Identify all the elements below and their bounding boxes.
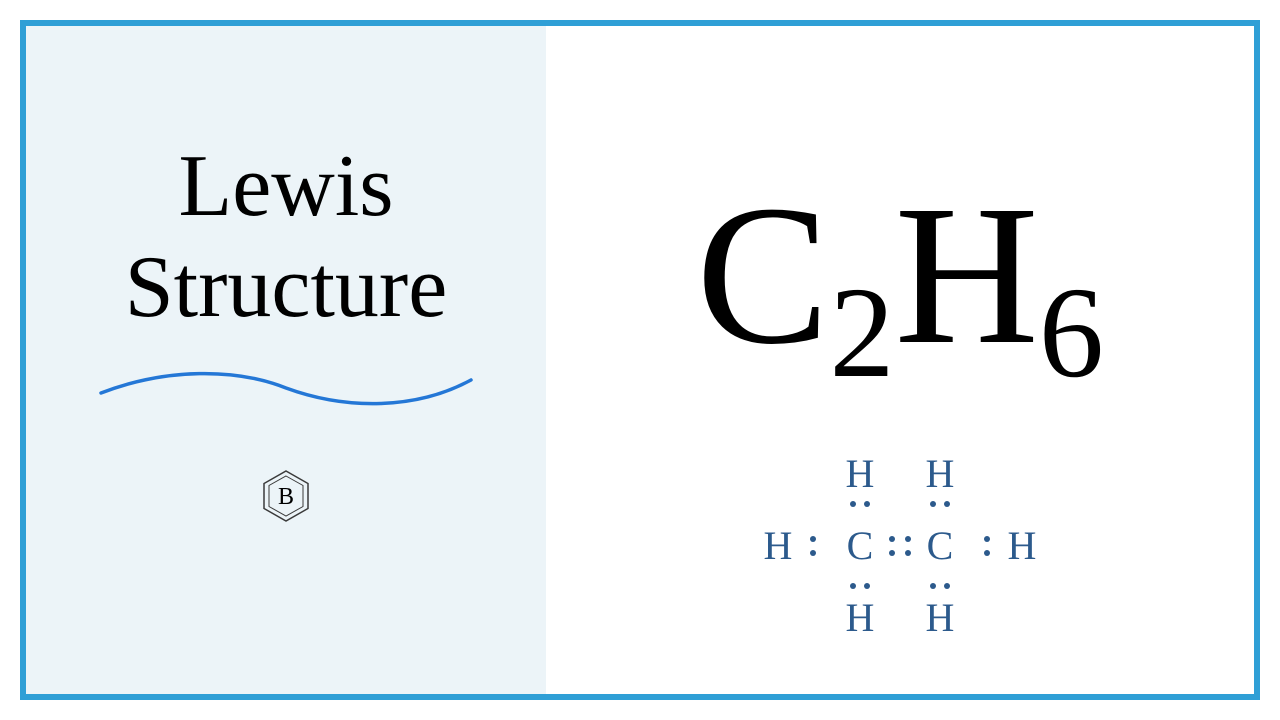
logo-hexagon-icon: B [258,468,314,524]
lewis-electron-dot [810,536,816,542]
formula-subscript-2: 2 [829,261,894,405]
lewis-atom: H [926,598,955,638]
lewis-electron-dot [864,501,870,507]
lewis-atom: C [847,526,874,566]
lewis-electron-dot [944,583,950,589]
lewis-electron-dot [850,501,856,507]
lewis-electron-dot [984,536,990,542]
lewis-dot-structure: CCHHHHHH [740,436,1060,656]
lewis-electron-dot [889,550,895,556]
lewis-electron-dot [944,501,950,507]
lewis-atom: H [846,598,875,638]
lewis-electron-dot [810,550,816,556]
svg-text:B: B [278,484,294,510]
lewis-atom: H [926,454,955,494]
lewis-electron-dot [864,583,870,589]
title-line-2: Structure [125,237,448,338]
lewis-electron-dot [850,583,856,589]
lewis-atom: H [764,526,793,566]
wave-underline [96,368,476,408]
formula-element-h: H [894,165,1038,386]
formula-subscript-6: 6 [1039,261,1104,405]
chemical-formula: C2H6 [696,176,1104,376]
lewis-electron-dot [930,501,936,507]
title-line-1: Lewis [178,136,393,237]
outer-frame: Lewis Structure B C2H6 CCHHHHHH [20,20,1260,700]
lewis-electron-dot [905,550,911,556]
lewis-electron-dot [889,536,895,542]
lewis-electron-dot [930,583,936,589]
formula-element-c: C [696,165,829,386]
lewis-atom: H [1008,526,1037,566]
left-panel: Lewis Structure B [26,26,546,694]
right-panel: C2H6 CCHHHHHH [546,26,1254,694]
lewis-atom: C [927,526,954,566]
lewis-electron-dot [905,536,911,542]
lewis-atom: H [846,454,875,494]
lewis-electron-dot [984,550,990,556]
